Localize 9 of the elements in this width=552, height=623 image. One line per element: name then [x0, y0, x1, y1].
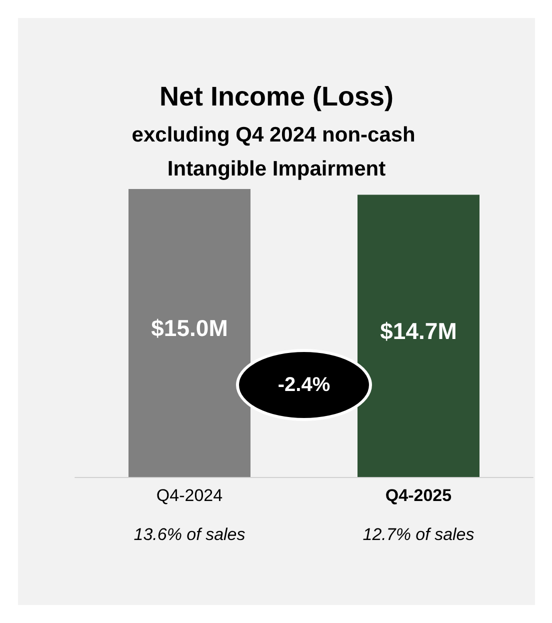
- data-label: $15.0M: [151, 315, 228, 341]
- x-tick-label: Q4-2024: [156, 486, 223, 505]
- text: 13.6% of sales: [134, 525, 246, 544]
- data-label: $14.7M: [380, 318, 457, 344]
- x-tick-label: Q4-2025: [385, 486, 452, 505]
- annotation: -2.4%: [278, 374, 330, 396]
- chart-title: Net Income (Loss): [159, 82, 394, 112]
- chart-subtitle: excluding Q4 2024 non-cash Intangible Impairment: [132, 124, 422, 180]
- text: 12.7% of sales: [362, 525, 475, 544]
